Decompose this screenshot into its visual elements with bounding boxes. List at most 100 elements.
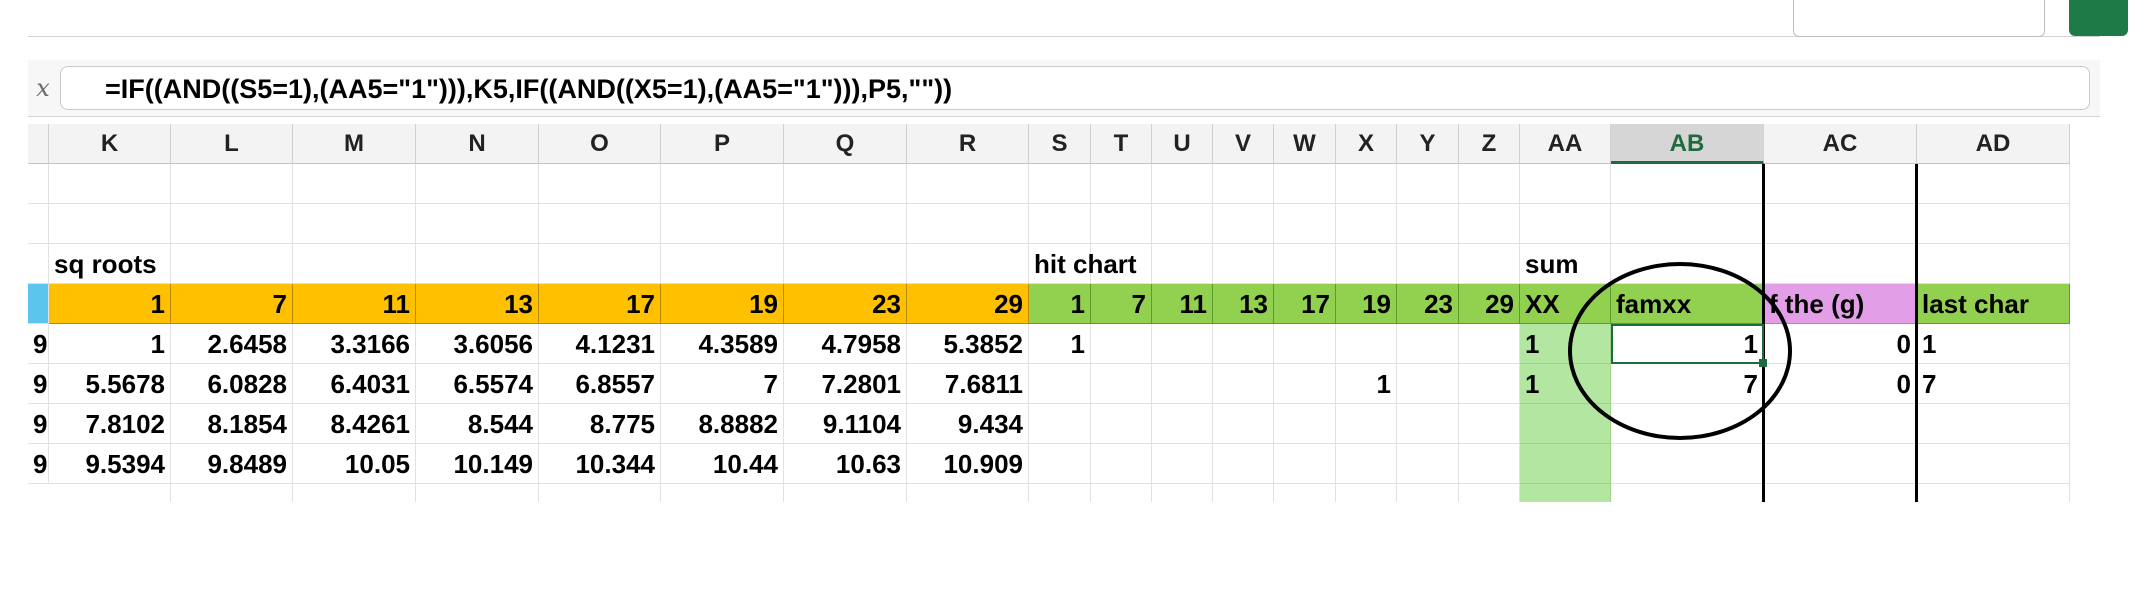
sq-root-value[interactable]: 8.775 (539, 404, 661, 444)
cell-ac[interactable] (1764, 164, 1917, 204)
sq-root-value[interactable]: 7.6811 (907, 364, 1029, 404)
column-header-n[interactable]: N (416, 124, 539, 164)
sum-value[interactable] (1520, 404, 1611, 444)
cell-w[interactable] (1274, 244, 1336, 284)
cell-m[interactable] (293, 244, 416, 284)
cell-ab[interactable] (1611, 164, 1764, 204)
cell-t[interactable] (1091, 164, 1152, 204)
sq-root-value[interactable]: 8.8882 (661, 404, 784, 444)
column-header-x[interactable]: X (1336, 124, 1397, 164)
share-button[interactable] (2069, 0, 2128, 36)
label-sum[interactable]: sum (1520, 244, 1611, 284)
cell-l[interactable] (171, 204, 293, 244)
sq-root-value[interactable]: 9.8489 (171, 444, 293, 484)
header-famxx[interactable]: famxx (1611, 284, 1764, 324)
hit-value[interactable] (1152, 324, 1213, 364)
cell-n[interactable] (416, 204, 539, 244)
column-header-w[interactable]: W (1274, 124, 1336, 164)
last-char-value[interactable] (1917, 444, 2070, 484)
hit-chart-header-17[interactable]: 17 (1274, 284, 1336, 324)
left-edge-cell[interactable] (28, 164, 49, 204)
cell-k[interactable] (49, 204, 171, 244)
sq-root-value[interactable]: 9.1104 (784, 404, 907, 444)
search-box[interactable] (1793, 0, 2045, 37)
sq-root-value[interactable]: 10.44 (661, 444, 784, 484)
sq-root-value[interactable]: 10.149 (416, 444, 539, 484)
column-header-o[interactable]: O (539, 124, 661, 164)
cell-s[interactable] (1029, 204, 1091, 244)
cell-ad[interactable] (1917, 164, 2070, 204)
hit-value[interactable] (1152, 404, 1213, 444)
column-header-l[interactable]: L (171, 124, 293, 164)
cell-r[interactable] (907, 164, 1029, 204)
hit-value[interactable] (1091, 404, 1152, 444)
hit-chart-header-1[interactable]: 1 (1029, 284, 1091, 324)
sq-root-header-19[interactable]: 19 (661, 284, 784, 324)
sq-root-value[interactable]: 2.6458 (171, 324, 293, 364)
sq-root-value[interactable]: 3.6056 (416, 324, 539, 364)
header-f-the-g[interactable]: f the (g) (1764, 284, 1917, 324)
hit-value[interactable] (1213, 404, 1274, 444)
sq-root-value[interactable]: 10.909 (907, 444, 1029, 484)
cell-p[interactable] (661, 204, 784, 244)
f-the-g-value[interactable] (1764, 444, 1917, 484)
sq-root-value[interactable]: 7.8102 (49, 404, 171, 444)
hit-value[interactable] (1029, 444, 1091, 484)
formula-input[interactable]: =IF((AND((S5=1),(AA5="1"))),K5,IF((AND((… (60, 66, 2090, 110)
cell-o[interactable] (539, 164, 661, 204)
hit-value[interactable] (1274, 324, 1336, 364)
hit-value[interactable] (1397, 404, 1459, 444)
last-char-value[interactable]: 1 (1917, 324, 2070, 364)
f-the-g-value[interactable]: 0 (1764, 364, 1917, 404)
hit-value[interactable] (1091, 444, 1152, 484)
sq-root-value[interactable]: 5.5678 (49, 364, 171, 404)
cell-r[interactable] (907, 244, 1029, 284)
f-the-g-value[interactable] (1764, 404, 1917, 444)
cell-r[interactable] (907, 204, 1029, 244)
hit-chart-header-23[interactable]: 23 (1397, 284, 1459, 324)
hit-value[interactable]: 1 (1336, 364, 1397, 404)
cell-y[interactable] (1397, 164, 1459, 204)
sq-root-value[interactable]: 10.63 (784, 444, 907, 484)
hit-value[interactable] (1274, 404, 1336, 444)
sq-root-value[interactable]: 4.1231 (539, 324, 661, 364)
cell-n[interactable] (416, 244, 539, 284)
sq-root-header-7[interactable]: 7 (171, 284, 293, 324)
hit-value[interactable] (1274, 364, 1336, 404)
hit-value[interactable] (1029, 404, 1091, 444)
cell-ac[interactable] (1764, 204, 1917, 244)
header-xx[interactable]: XX (1520, 284, 1611, 324)
hit-value[interactable] (1397, 444, 1459, 484)
column-header-v[interactable]: V (1213, 124, 1274, 164)
cell-ab[interactable] (1611, 244, 1764, 284)
column-header-ac[interactable]: AC (1764, 124, 1917, 164)
hit-value[interactable] (1336, 404, 1397, 444)
cell-y[interactable] (1397, 204, 1459, 244)
hit-chart-header-19[interactable]: 19 (1336, 284, 1397, 324)
sq-root-value[interactable]: 7.2801 (784, 364, 907, 404)
hit-value[interactable] (1152, 444, 1213, 484)
cell-ac[interactable] (1764, 244, 1917, 284)
sq-root-value[interactable]: 8.1854 (171, 404, 293, 444)
sum-value[interactable]: 1 (1520, 364, 1611, 404)
last-char-value[interactable] (1917, 404, 2070, 444)
sq-root-header-29[interactable]: 29 (907, 284, 1029, 324)
cell-aa[interactable] (1520, 164, 1611, 204)
cell-w[interactable] (1274, 204, 1336, 244)
sq-root-value[interactable]: 9.434 (907, 404, 1029, 444)
sq-root-value[interactable]: 6.4031 (293, 364, 416, 404)
hit-value[interactable] (1029, 364, 1091, 404)
cell-k[interactable] (49, 164, 171, 204)
cell-v[interactable] (1213, 164, 1274, 204)
sq-root-value[interactable]: 8.4261 (293, 404, 416, 444)
column-header-u[interactable]: U (1152, 124, 1213, 164)
sq-root-value[interactable]: 4.3589 (661, 324, 784, 364)
sq-root-header-23[interactable]: 23 (784, 284, 907, 324)
hit-value[interactable] (1397, 324, 1459, 364)
cell-p[interactable] (661, 244, 784, 284)
hit-chart-header-7[interactable]: 7 (1091, 284, 1152, 324)
cell-q[interactable] (784, 244, 907, 284)
cell-m[interactable] (293, 164, 416, 204)
column-header-r[interactable]: R (907, 124, 1029, 164)
hit-value[interactable] (1213, 324, 1274, 364)
